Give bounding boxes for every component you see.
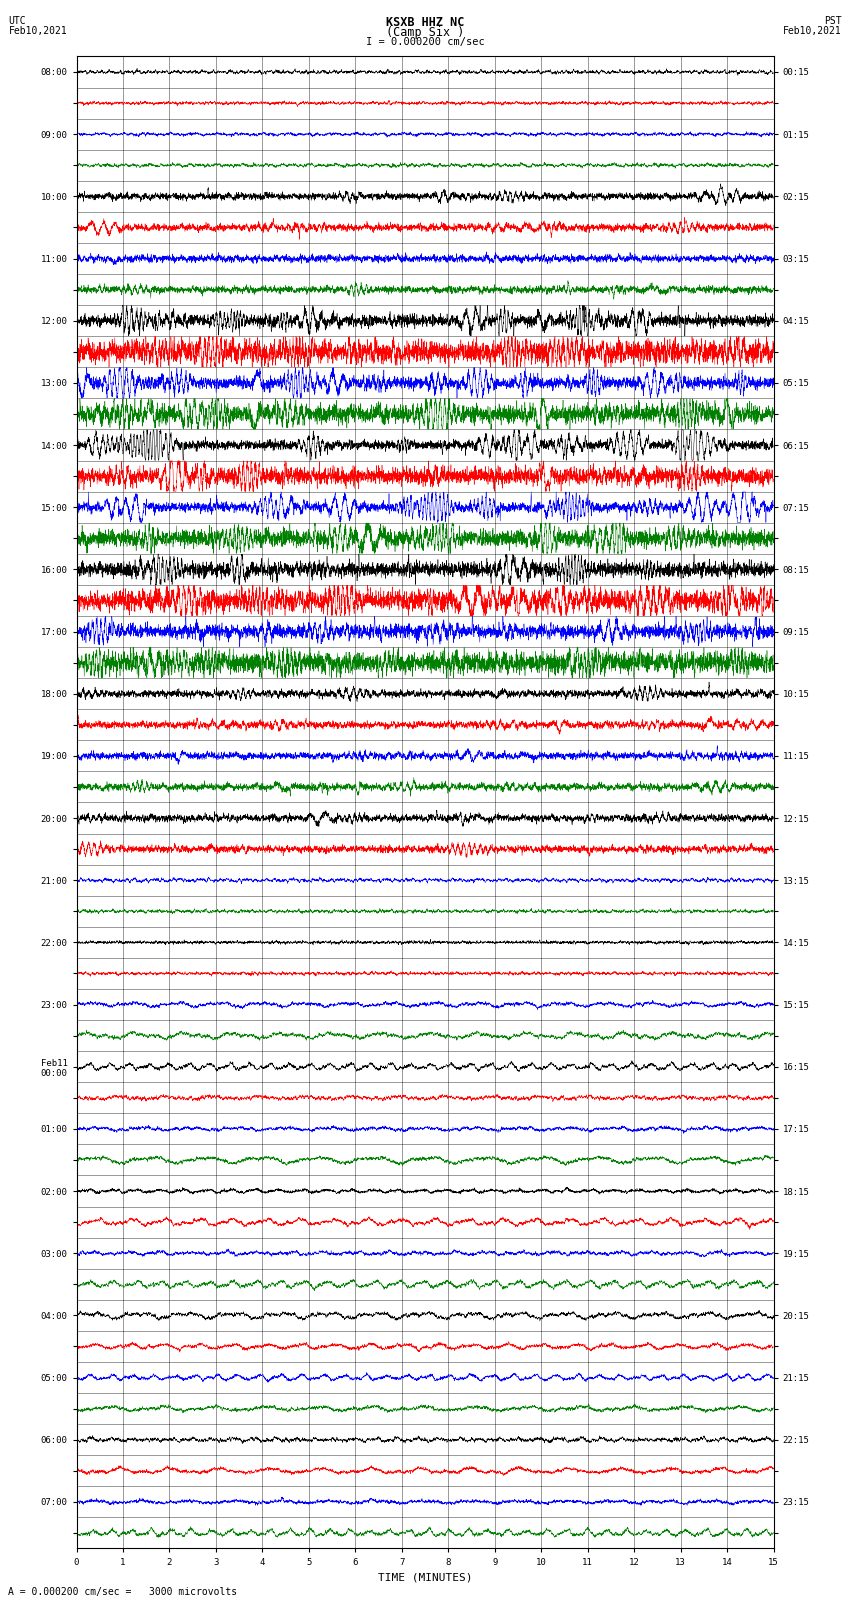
Text: I = 0.000200 cm/sec: I = 0.000200 cm/sec: [366, 37, 484, 47]
Text: PST: PST: [824, 16, 842, 26]
Text: (Camp Six ): (Camp Six ): [386, 26, 464, 39]
X-axis label: TIME (MINUTES): TIME (MINUTES): [377, 1573, 473, 1582]
Text: Feb10,2021: Feb10,2021: [783, 26, 842, 35]
Text: Feb10,2021: Feb10,2021: [8, 26, 67, 35]
Text: UTC: UTC: [8, 16, 26, 26]
Text: A = 0.000200 cm/sec =   3000 microvolts: A = 0.000200 cm/sec = 3000 microvolts: [8, 1587, 238, 1597]
Text: KSXB HHZ NC: KSXB HHZ NC: [386, 16, 464, 29]
